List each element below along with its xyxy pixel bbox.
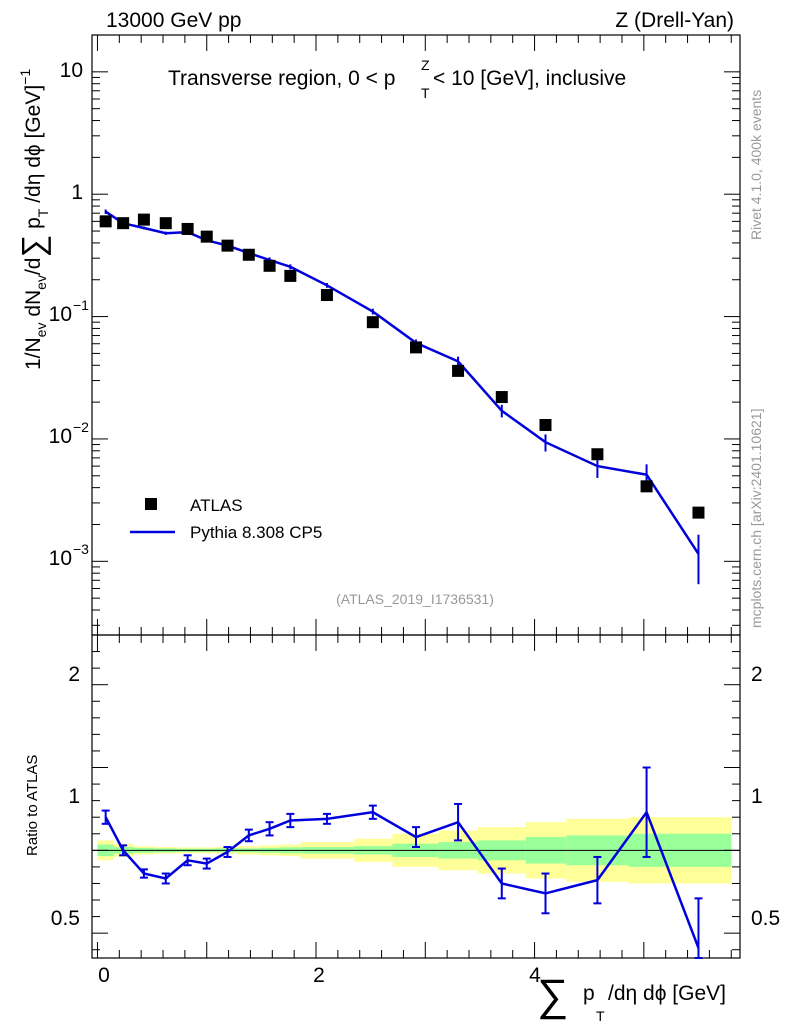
ratio-tick-label: 2 bbox=[68, 663, 80, 686]
atlas-data-point bbox=[159, 217, 172, 230]
y-tick-label: 10 bbox=[49, 425, 72, 448]
x-tick-label: 4 bbox=[529, 964, 541, 987]
x-tick-labels: 0 2 4 bbox=[98, 964, 541, 987]
legend: ATLAS Pythia 8.308 CP5 bbox=[130, 496, 322, 542]
atlas-data-point bbox=[320, 289, 333, 302]
region-label: Transverse region, 0 < p Z T < 10 [GeV],… bbox=[168, 57, 626, 101]
atlas-data-point bbox=[99, 215, 112, 228]
atlas-data-point bbox=[200, 230, 213, 243]
y-tick-label: 10 bbox=[60, 59, 83, 82]
ratio-y-tick-labels: 2 1 0.5 2 1 0.5 bbox=[51, 663, 780, 930]
atlas-data-point bbox=[539, 419, 552, 432]
mc-ratio-series bbox=[101, 766, 703, 959]
x-axis-title-sub: T bbox=[596, 1008, 605, 1024]
atlas-data-point bbox=[495, 391, 508, 404]
x-axis-title-rest: /dη dϕ [GeV] bbox=[608, 982, 726, 1005]
atlas-data-point bbox=[366, 316, 379, 329]
analysis-id: (ATLAS_2019_I1736531) bbox=[336, 591, 494, 607]
atlas-data-point bbox=[181, 222, 194, 235]
y-tick-exponent: −3 bbox=[73, 541, 89, 557]
legend-atlas-marker bbox=[145, 498, 157, 510]
region-label-sub: T bbox=[421, 85, 430, 101]
ratio-y-axis-title: Ratio to ATLAS bbox=[24, 755, 41, 856]
region-label-suffix: < 10 [GeV], inclusive bbox=[433, 67, 626, 90]
top-y-tick-exponents: −1 −2 −3 bbox=[73, 297, 89, 557]
atlas-data-point bbox=[410, 341, 422, 354]
x-tick-label: 0 bbox=[98, 964, 110, 987]
ratio-tick-label: 1 bbox=[68, 785, 80, 808]
top-y-tick-labels: 10 1 10 10 10 bbox=[49, 59, 83, 570]
atlas-data-point bbox=[452, 364, 465, 377]
top-panel-frame bbox=[91, 34, 741, 636]
y-axis-title: 1/Nev dNev/d∑ pT /dη dϕ [GeV]−1 bbox=[15, 69, 51, 370]
atlas-series bbox=[99, 213, 705, 519]
atlas-data-point bbox=[591, 448, 604, 461]
x-axis-title: ∑ p T /dη dϕ [GeV] bbox=[537, 971, 726, 1024]
ratio-tick-label-right: 1 bbox=[751, 785, 763, 808]
ratio-tick-label-right: 0.5 bbox=[751, 907, 780, 930]
atlas-data-point bbox=[221, 239, 234, 252]
x-axis-title-sum: ∑ bbox=[537, 971, 568, 1020]
atlas-data-point bbox=[117, 217, 130, 230]
axis-ticks bbox=[92, 34, 740, 958]
legend-mc-label: Pythia 8.308 CP5 bbox=[190, 523, 322, 542]
legend-atlas-label: ATLAS bbox=[190, 496, 243, 515]
top-y-axis-title: 1/Nev dNev/d∑ pT /dη dϕ [GeV]−1 bbox=[15, 69, 51, 370]
atlas-data-point bbox=[640, 480, 653, 493]
atlas-data-point bbox=[137, 213, 150, 226]
mcplots-label: mcplots.cern.ch [arXiv:2401.10621] bbox=[748, 409, 764, 628]
ratio-panel-frame bbox=[91, 634, 741, 959]
x-axis-title-p: p bbox=[583, 982, 595, 1005]
atlas-data-point bbox=[692, 506, 705, 519]
x-tick-label: 2 bbox=[313, 964, 325, 987]
y-tick-exponent: −1 bbox=[73, 297, 89, 313]
y-tick-label: 1 bbox=[71, 181, 83, 204]
region-label-sup: Z bbox=[421, 57, 430, 73]
region-label-main: Transverse region, 0 < p bbox=[168, 67, 395, 90]
atlas-data-point bbox=[242, 248, 255, 261]
process-label: Z (Drell-Yan) bbox=[615, 9, 734, 32]
atlas-data-point bbox=[284, 269, 297, 282]
y-tick-label: 10 bbox=[49, 547, 72, 570]
energy-label: 13000 GeV pp bbox=[106, 9, 241, 32]
ratio-tick-label: 0.5 bbox=[51, 907, 80, 930]
rivet-label: Rivet 4.1.0, 400k events bbox=[748, 90, 764, 240]
ratio-tick-label-right: 2 bbox=[751, 663, 763, 686]
y-tick-exponent: −2 bbox=[73, 419, 89, 435]
atlas-data-point bbox=[263, 259, 276, 272]
y-tick-label: 10 bbox=[49, 303, 72, 326]
